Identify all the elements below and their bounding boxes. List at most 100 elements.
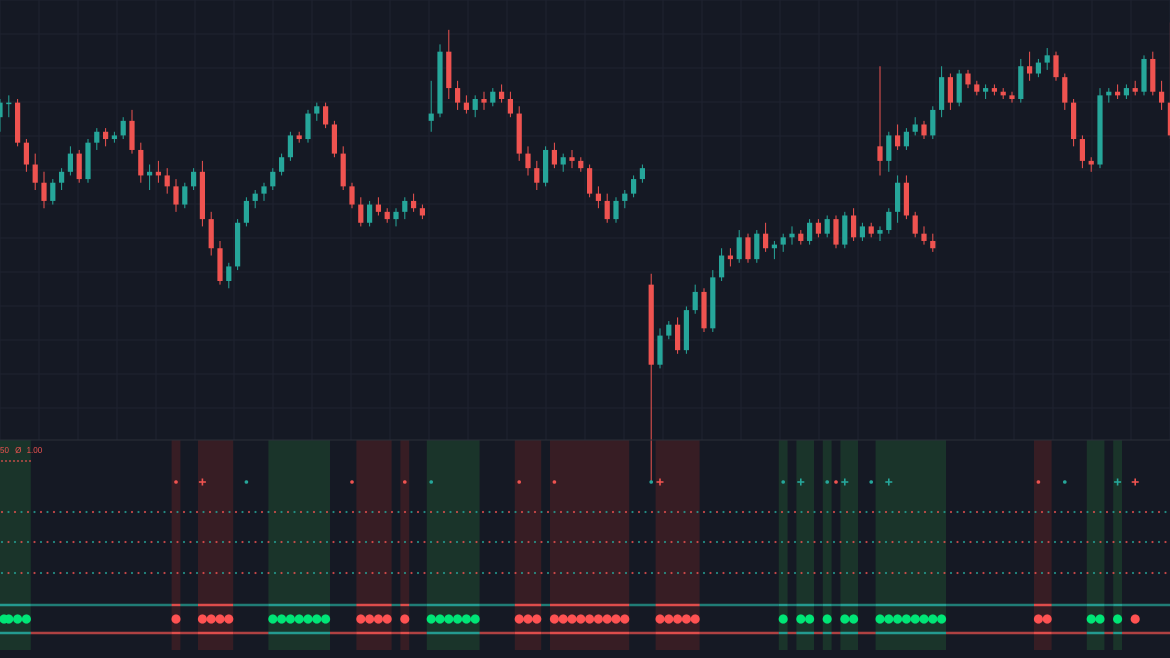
level-dot-middle (46, 540, 49, 544)
level-dot-upper (663, 510, 667, 514)
level-dot-middle (1099, 540, 1102, 544)
level-dot-middle (787, 540, 790, 544)
level-dot-lower (845, 571, 849, 575)
candle-body (1132, 88, 1138, 92)
level-dot-middle (1073, 540, 1076, 544)
level-dot-middle (1118, 540, 1122, 544)
level-dot-lower (98, 571, 101, 575)
level-dot-upper (715, 510, 719, 514)
level-dot-middle (852, 540, 855, 544)
level-dot-lower (1086, 571, 1089, 575)
level-dot-upper (813, 510, 816, 514)
level-dot-upper (13, 510, 17, 514)
level-dot-lower (982, 571, 985, 575)
level-dot-middle (819, 540, 823, 544)
level-dot-lower (384, 571, 387, 575)
level-dot-middle (156, 540, 160, 544)
signal-marker-dot (781, 480, 785, 484)
price-candles[interactable] (0, 22, 1170, 482)
level-dot-upper (527, 510, 530, 514)
level-dot-upper (59, 510, 62, 514)
level-dot-upper (507, 510, 511, 514)
candle-body (974, 84, 980, 92)
level-dot-lower (494, 571, 498, 575)
level-dot-upper (930, 510, 933, 514)
candle-body (886, 135, 892, 161)
level-dot-upper (384, 510, 387, 514)
level-dot-upper (845, 510, 849, 514)
level-dot-upper (1099, 510, 1102, 514)
level-dot-upper (156, 510, 160, 514)
level-dot-lower (475, 571, 478, 575)
candle-body (1027, 66, 1033, 74)
level-dot-lower (286, 571, 290, 575)
candle-body (921, 124, 927, 136)
level-dot-middle (780, 540, 784, 544)
level-dot-middle (117, 540, 121, 544)
candle-body (604, 200, 610, 220)
candle-body (147, 171, 153, 176)
signal-dot-red (681, 614, 692, 624)
level-dot-middle (20, 540, 23, 544)
candle-body (41, 182, 47, 201)
candle-body (164, 175, 170, 187)
level-dot-lower (364, 571, 368, 575)
level-dot-lower (1060, 571, 1063, 575)
level-dot-middle (546, 540, 550, 544)
level-dot-upper (858, 510, 862, 514)
signal-dot-green (470, 614, 480, 624)
level-dot-lower (696, 571, 699, 575)
level-dot-lower (761, 571, 764, 575)
signal-zone-red (400, 440, 410, 650)
signal-dot-red (567, 614, 577, 624)
signal-dot-green (1113, 614, 1123, 624)
candle-body (1079, 139, 1085, 161)
level-dot-lower (865, 571, 868, 575)
level-dot-lower (754, 571, 758, 575)
level-dot-upper (832, 510, 836, 514)
level-dot-upper (462, 510, 465, 514)
candle-body (587, 168, 593, 194)
level-dot-lower (65, 571, 69, 575)
level-dot-middle (845, 540, 849, 544)
level-dot-middle (306, 540, 309, 544)
level-dot-upper (65, 510, 69, 514)
level-dot-middle (221, 540, 225, 544)
level-dot-lower (163, 571, 166, 575)
level-dot-middle (514, 540, 517, 544)
level-dot-upper (982, 510, 985, 514)
candle-body (560, 157, 566, 165)
level-dot-lower (923, 571, 927, 575)
level-dot-lower (247, 571, 251, 575)
candle-body (217, 248, 223, 281)
level-dot-upper (702, 510, 706, 514)
level-dot-lower (338, 571, 342, 575)
level-dot-lower (559, 571, 563, 575)
level-dot-lower (0, 571, 4, 575)
level-dot-middle (702, 540, 706, 544)
level-dot-middle (943, 540, 946, 544)
level-dot-upper (117, 510, 121, 514)
signal-dot-green (901, 614, 912, 624)
candle-body (455, 88, 461, 103)
signal-dot-red (1130, 614, 1140, 624)
level-dot-lower (514, 571, 517, 575)
level-dot-upper (689, 510, 693, 514)
level-dot-middle (969, 540, 972, 544)
level-dot-upper (423, 510, 426, 514)
level-dot-middle (904, 540, 907, 544)
level-dot-middle (267, 540, 270, 544)
signal-dot-green (426, 614, 436, 624)
candle-body (622, 193, 628, 201)
level-dot-middle (293, 540, 296, 544)
level-dot-upper (1086, 510, 1089, 514)
level-dot-middle (1001, 540, 1005, 544)
level-dot-upper (988, 510, 992, 514)
level-dot-middle (956, 540, 959, 544)
level-dot-lower (397, 571, 400, 575)
candle-body (120, 120, 126, 136)
signal-dot-red (206, 614, 216, 624)
level-dot-upper (182, 510, 186, 514)
